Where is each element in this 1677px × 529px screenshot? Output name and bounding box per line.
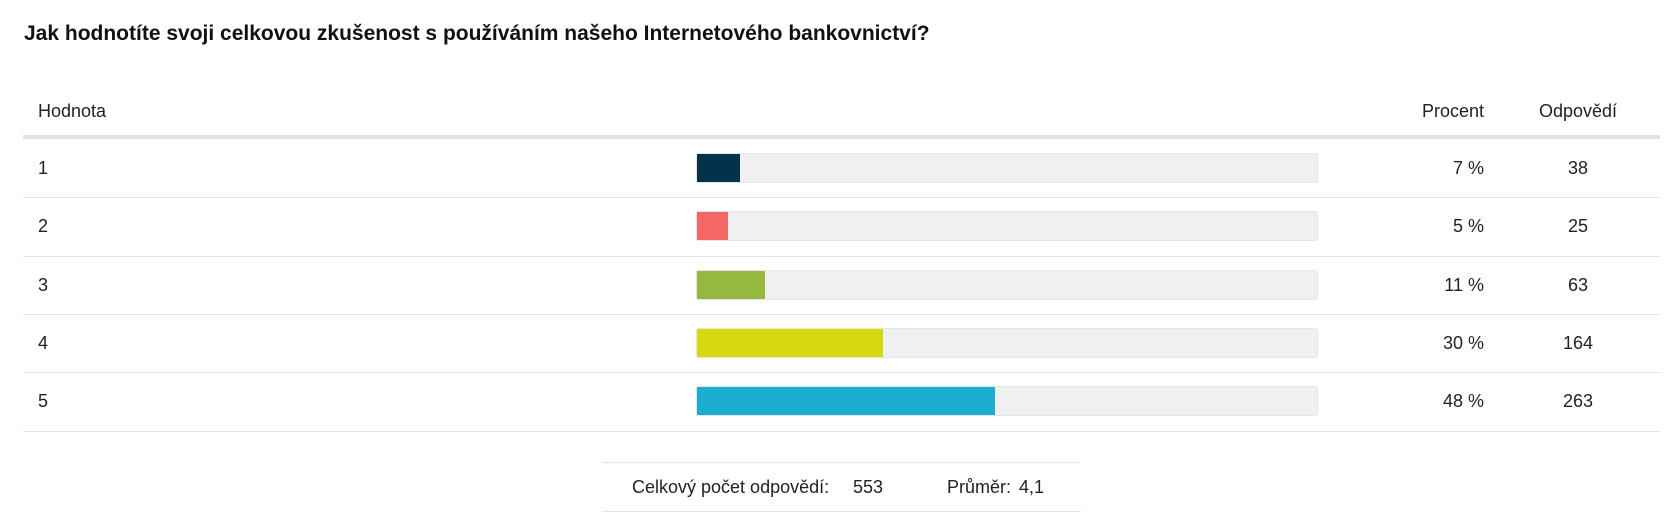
mean-label: Průměr: — [947, 477, 1012, 497]
total-value: 553 — [853, 477, 884, 497]
row-divider — [23, 255, 1660, 257]
bar-track — [696, 211, 1318, 242]
total-label: Celkový počet odpovědí: — [632, 477, 830, 497]
row-value: 3 — [38, 274, 49, 295]
column-header: Procent — [1421, 101, 1484, 121]
header-divider — [23, 135, 1660, 139]
row-divider — [23, 197, 1660, 199]
percent-bar — [697, 212, 728, 241]
row-divider — [23, 313, 1660, 315]
row-value: 2 — [38, 216, 49, 237]
count-label: 38 — [1567, 158, 1589, 179]
percent-label: 48 % — [1442, 391, 1484, 412]
row-value: 5 — [38, 391, 49, 412]
bar-track — [696, 153, 1318, 184]
column-header: Hodnota — [38, 101, 107, 121]
bar-track — [696, 328, 1318, 359]
bar-track — [696, 386, 1318, 417]
percent-bar — [697, 387, 995, 416]
bar-track — [696, 269, 1318, 300]
count-label: 164 — [1562, 333, 1594, 354]
percent-bar — [697, 154, 741, 183]
mean-value: 4,1 — [1019, 477, 1045, 497]
row-value: 4 — [38, 333, 49, 354]
question-title: Jak hodnotíte svoji celkovou zkušenost s… — [24, 22, 930, 45]
row-divider — [23, 430, 1660, 432]
percent-label: 5 % — [1452, 216, 1484, 237]
percent-bar — [697, 270, 766, 299]
column-header: Odpovědí — [1538, 101, 1618, 121]
count-label: 263 — [1562, 391, 1594, 412]
percent-label: 30 % — [1442, 333, 1484, 354]
summary: Celkový počet odpovědí: 553 Průměr: 4,1 — [602, 462, 1081, 512]
row-divider — [23, 372, 1660, 374]
percent-label: 7 % — [1452, 158, 1484, 179]
percent-bar — [697, 329, 883, 358]
percent-label: 11 % — [1444, 274, 1484, 295]
count-label: 25 — [1567, 216, 1589, 237]
row-value: 1 — [38, 158, 49, 179]
count-label: 63 — [1567, 274, 1589, 295]
